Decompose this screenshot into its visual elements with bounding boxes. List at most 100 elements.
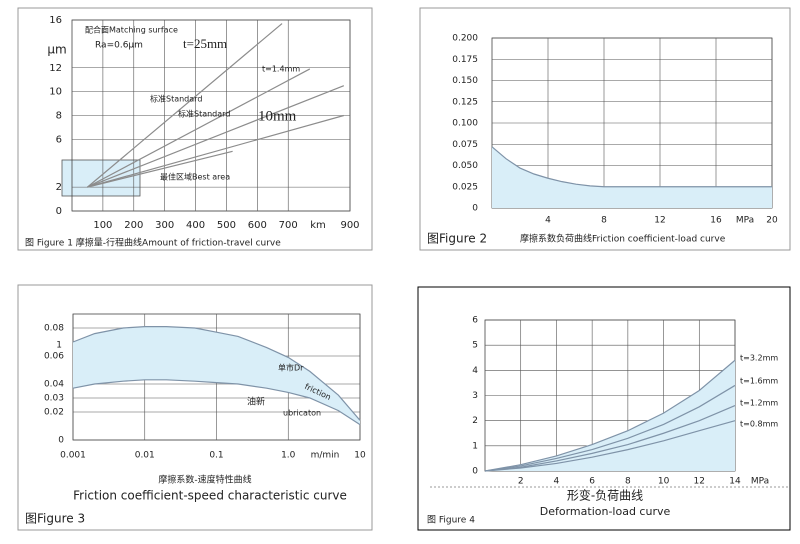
y-tick-label: 3 (472, 391, 478, 401)
x-tick-label: 10 (658, 477, 670, 487)
x-tick-label: 8 (601, 216, 607, 226)
x-tick-label: 100 (93, 220, 112, 231)
series-line (87, 23, 283, 188)
x-axis-label: MPa (751, 477, 769, 487)
annotation: Ra=0.6μm (95, 41, 143, 51)
y-tick-label: 10 (49, 87, 62, 98)
x-tick-label: 12 (694, 477, 705, 487)
series-line (87, 150, 233, 188)
x-axis-label: MPa (736, 216, 754, 226)
x-tick-label: 0.1 (209, 451, 223, 461)
annotation: 油新 (247, 396, 265, 408)
area-fill (73, 326, 360, 425)
x-tick-label: 2 (518, 477, 524, 487)
y-tick-label: 16 (49, 15, 62, 26)
panel-frame (17, 7, 373, 251)
x-tick-label: 300 (155, 220, 174, 231)
area-fill (492, 146, 772, 208)
caption: 摩擦系数负荷曲线Friction coefficient-load curve (520, 233, 726, 245)
y-tick-label: 0.03 (44, 394, 64, 404)
y-tick-label: 4 (472, 366, 478, 376)
caption: 图Figure 3 (25, 512, 85, 526)
x-tick-label: 14 (729, 477, 741, 487)
series-label: t=1.6mm (740, 377, 778, 386)
series-line (484, 420, 736, 472)
x-tick-label: 16 (710, 216, 722, 226)
panel-frame (17, 284, 373, 531)
y-tick-label: 0 (56, 206, 62, 217)
x-tick-label: 600 (248, 220, 267, 231)
series-line (484, 359, 736, 472)
panel-frame (419, 7, 791, 251)
y-tick-label: 0.075 (452, 140, 478, 150)
y-tick-label: 0.050 (452, 161, 478, 171)
panel-frame (417, 286, 791, 531)
y-tick-label: 0 (472, 204, 478, 214)
y-tick-label: 8 (56, 111, 62, 122)
annotation: 1 (56, 341, 62, 351)
series-line (87, 68, 311, 188)
y-tick-label: 2 (56, 182, 62, 193)
x-axis-label: m/min (311, 451, 340, 461)
x-tick-label: 700 (279, 220, 298, 231)
caption: Friction coefficient-speed characteristi… (73, 489, 347, 503)
series-line (87, 85, 345, 188)
x-tick-label: 400 (186, 220, 205, 231)
series-line (72, 379, 361, 426)
y-tick-label: 0.025 (452, 182, 478, 192)
x-tick-label: 1.0 (281, 451, 296, 461)
y-tick-label: 0.125 (452, 97, 478, 107)
caption: 图 Figure 4 (427, 515, 475, 526)
y-tick-label: 0 (58, 436, 64, 446)
y-tick-label: 0.200 (452, 34, 478, 44)
caption: 摩擦系数-速度特性曲线 (158, 474, 251, 486)
annotation: 单市Dr (278, 363, 304, 373)
annotation: 标准Standard (150, 94, 202, 104)
annotation: 标准Standard (178, 109, 230, 119)
y-tick-label: 0.175 (452, 55, 478, 65)
x-tick-label: 0.001 (60, 451, 86, 461)
area-fill (485, 360, 735, 471)
y-tick-label: 0.150 (452, 76, 478, 86)
annotation: 最佳区域Best area (160, 172, 230, 182)
y-tick-label: 0 (472, 467, 478, 477)
y-tick-label: 0.06 (44, 352, 64, 362)
caption: 形变-负荷曲线 (567, 488, 643, 503)
y-tick-label: 6 (56, 134, 62, 145)
annotation: t=25mm (183, 36, 227, 51)
series-line (484, 405, 736, 472)
x-tick-label: 8 (625, 477, 631, 487)
y-tick-label: 0.04 (44, 380, 64, 390)
y-tick-label: 2 (472, 416, 478, 426)
x-tick-label: 200 (124, 220, 143, 231)
x-axis-label: km (310, 220, 326, 231)
x-tick-label: 0.01 (135, 451, 155, 461)
y-tick-label: 5 (472, 341, 478, 351)
y-tick-label: 0.100 (452, 119, 478, 129)
caption: 图Figure 2 (427, 232, 487, 246)
y-tick-label: 6 (472, 316, 478, 326)
annotation: t=1.4mm (262, 65, 300, 74)
y-tick-label: 12 (49, 63, 62, 74)
series-label: t=0.8mm (740, 420, 778, 429)
series-line (87, 114, 344, 188)
x-tick-label: 900 (340, 220, 359, 231)
x-tick-label: 20 (766, 216, 778, 226)
annotation: 配合面Matching surface (85, 25, 178, 35)
series-line (491, 146, 772, 188)
series-line (484, 384, 736, 472)
caption: Deformation-load curve (540, 505, 671, 518)
series-line (72, 326, 361, 421)
annotation: ubricaton (283, 409, 321, 418)
x-tick-label: 6 (589, 477, 595, 487)
y-tick-label: 0.08 (44, 324, 64, 334)
x-tick-label: 500 (217, 220, 236, 231)
series-label: t=1.2mm (740, 399, 778, 408)
annotation: 10mm (258, 108, 297, 124)
y-tick-label: 0.02 (44, 408, 64, 418)
series-label: t=3.2mm (740, 354, 778, 363)
x-tick-label: 4 (554, 477, 560, 487)
y-tick-label: 1 (472, 441, 478, 451)
x-tick-label: 4 (545, 216, 551, 226)
y-axis-label: μm (47, 43, 66, 57)
